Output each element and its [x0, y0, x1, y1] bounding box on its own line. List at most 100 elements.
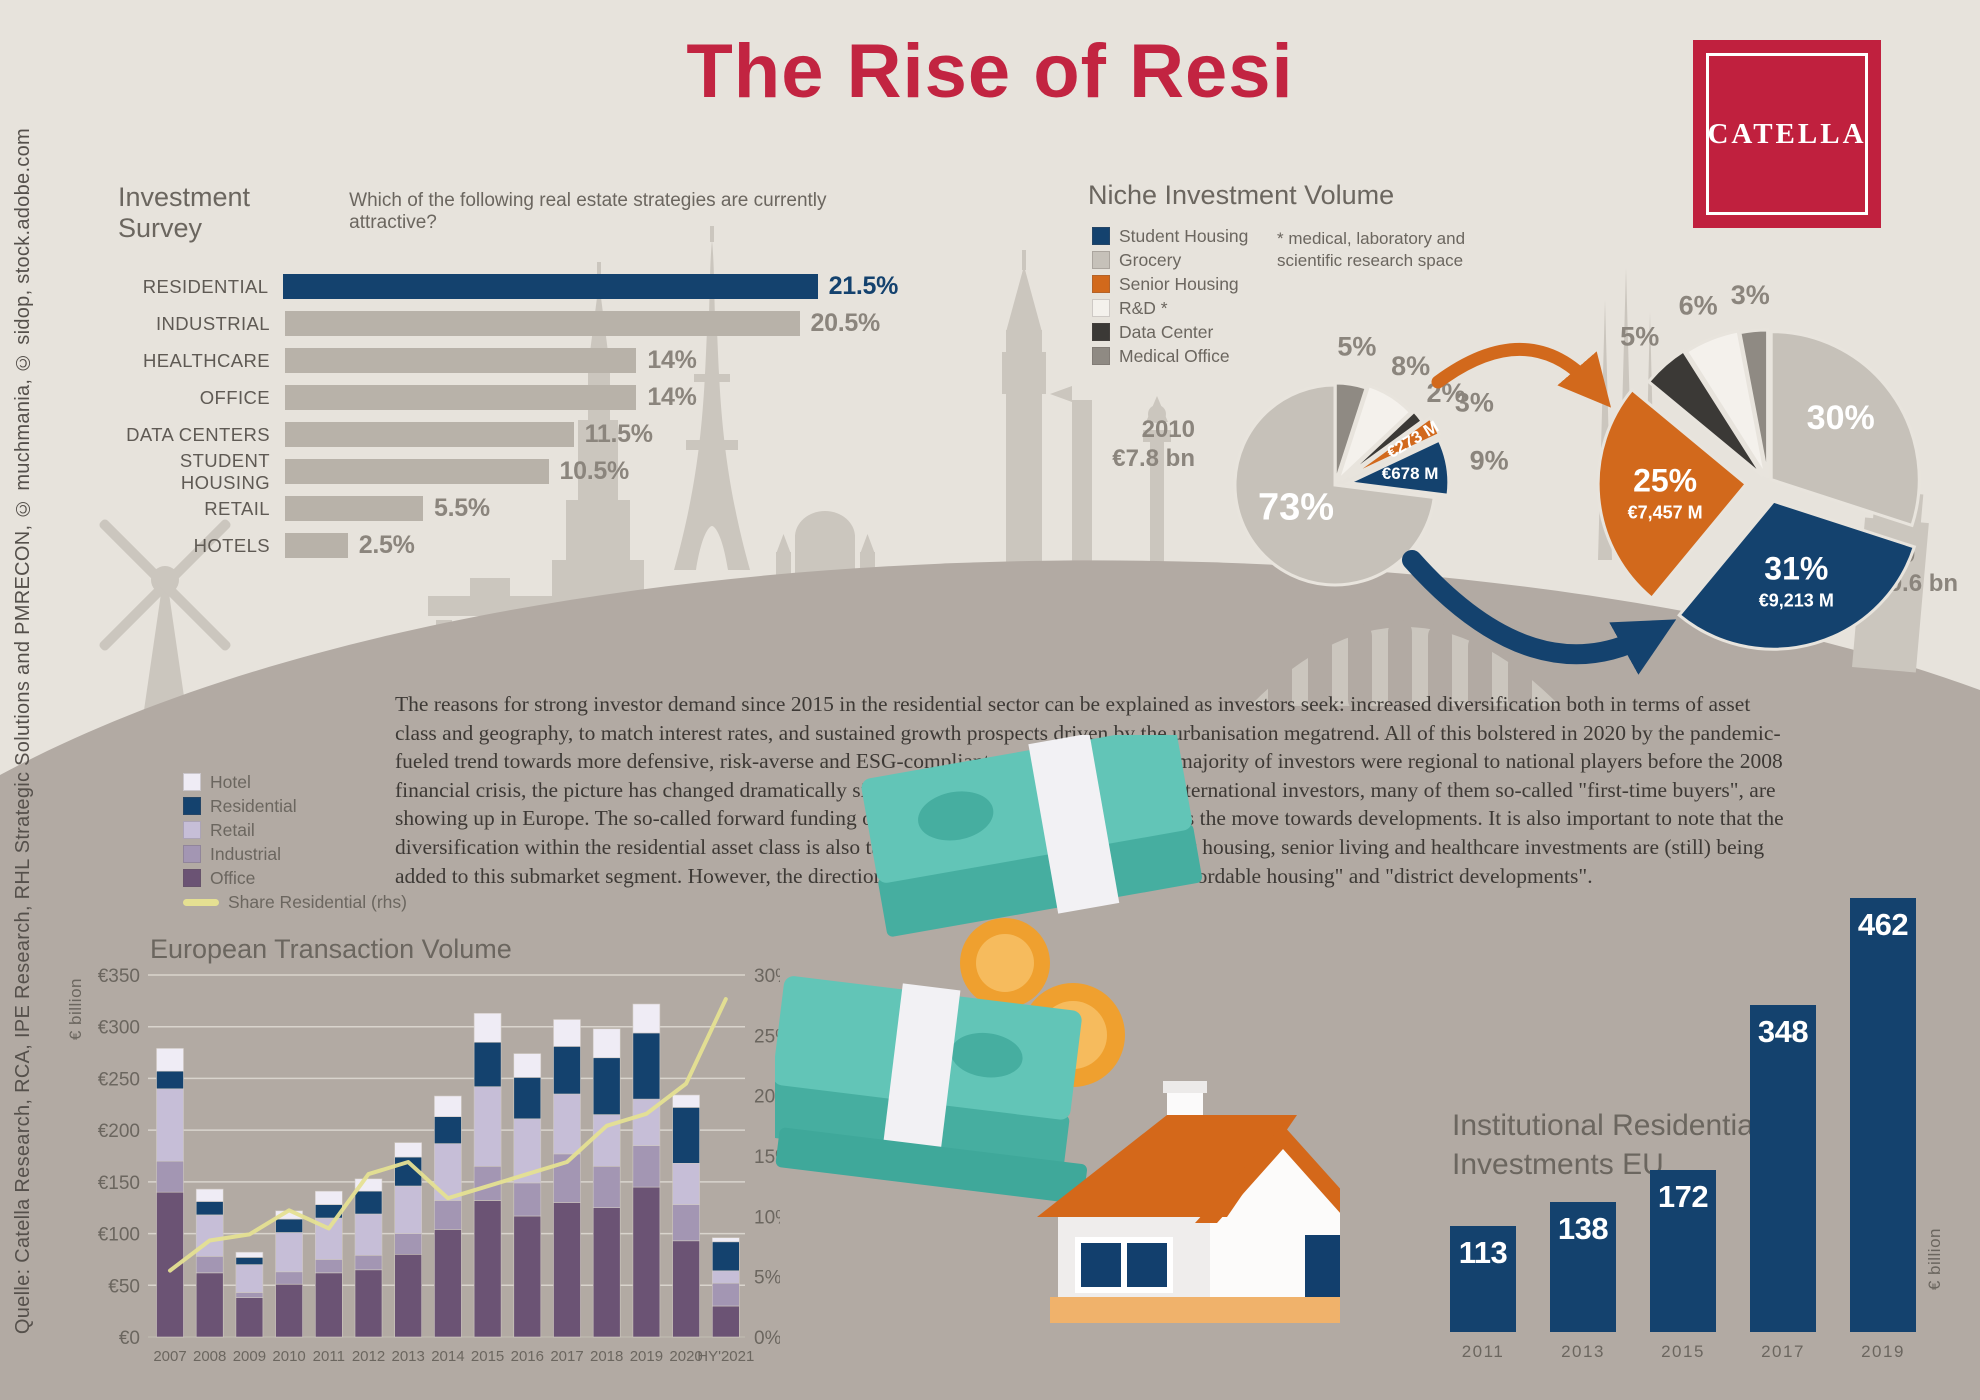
pie-pct-label: 9% [1470, 446, 1509, 476]
stacked-bar-segment-hotel [434, 1095, 462, 1118]
survey-row-residential: RESIDENTIAL 21.5% [118, 268, 899, 305]
stacked-bar-segment-office [235, 1297, 264, 1338]
legend-item-share-residential-rhs: Share Residential (rhs) [183, 890, 407, 914]
stacked-bar-segment-office [513, 1215, 542, 1338]
body-paragraph: The reasons for strong investor demand s… [395, 692, 1784, 888]
stacked-bar-segment-residential [632, 1032, 661, 1100]
legend-swatch [1092, 251, 1110, 269]
pie-2010-label: 2010 €7.8 bn [1050, 415, 1195, 473]
house-door [1305, 1235, 1340, 1297]
euro-chart-title: European Transaction Volume [150, 934, 512, 964]
niche-heading: Niche Investment Volume [1088, 180, 1395, 210]
student-housing-arrow-icon [1402, 550, 1677, 675]
stacked-bar-segment-office [434, 1229, 462, 1338]
stacked-bar-segment-hotel [156, 1048, 184, 1072]
pie-2010-total: €7.8 bn [1112, 445, 1195, 472]
pie-slice-r-d [1336, 383, 1413, 482]
survey-value-label: 14% [647, 346, 697, 374]
stacked-bar-segment-retail [473, 1086, 502, 1167]
pie-value-label: €9,213 M [1759, 590, 1834, 610]
survey-row-office: OFFICE 14% [118, 379, 898, 416]
stacked-bar-segment-hotel [235, 1251, 264, 1258]
house-icon [1037, 1081, 1340, 1323]
institutional-bar-2015: 172 [1650, 1170, 1716, 1332]
survey-row-student-housing: STUDENT HOUSING 10.5% [118, 450, 898, 493]
institutional-value-label: 138 [1557, 1211, 1609, 1247]
pie-value-label: €7,457 M [1628, 503, 1703, 523]
catella-logo-frame: CATELLA [1706, 53, 1868, 215]
stacked-bar-segment-residential [195, 1201, 224, 1216]
legend-item-hotel: Hotel [183, 770, 407, 794]
stacked-bar-segment-retail [156, 1088, 184, 1162]
niche-pie-2020: 30% 31% €9,213 M 25% €7,457 M 5% 6% 3% [1596, 280, 1921, 651]
survey-category-label: HEALTHCARE [142, 349, 270, 371]
euro-chart-legend: Hotel Residential Retail Industrial Office Sh… [183, 770, 407, 914]
survey-value-label: 10.5% [559, 457, 630, 485]
y-axis-tick-left: €200 [98, 1121, 140, 1142]
y-axis-tick-left: €300 [98, 1018, 140, 1039]
stacked-bar-segment-industrial [592, 1166, 621, 1209]
stacked-bar-segment-industrial [553, 1153, 581, 1203]
x-axis-tick: 2009 [233, 1348, 266, 1365]
y-axis-tick-left: €50 [108, 1276, 140, 1297]
stacked-bar-segment-office [354, 1269, 383, 1338]
legend-item-office: Office [183, 866, 407, 890]
stacked-bar-segment-retail [672, 1162, 700, 1205]
institutional-year-label: 2015 [1661, 1342, 1705, 1361]
stacked-bar-segment-industrial [354, 1254, 383, 1271]
pie-slice-data-center [1340, 409, 1425, 482]
house-window [1081, 1243, 1121, 1287]
legend-label: Student Housing [1119, 225, 1249, 246]
pie-pct-label: 8% [1391, 351, 1430, 381]
stacked-bar-segment-office [315, 1272, 343, 1338]
survey-category-label: INDUSTRIAL [156, 312, 270, 334]
x-axis-tick: 2017 [550, 1348, 583, 1365]
legend-item-r-d: R&D * [1092, 296, 1248, 320]
money-house-illustration [775, 735, 1340, 1323]
y-axis-tick-left: €150 [98, 1173, 140, 1194]
survey-bar [285, 348, 637, 373]
senior-housing-arrow-icon [1431, 343, 1612, 408]
source-note: Quelle: Catella Research, RCA, IPE Resea… [12, 128, 34, 1335]
niche-pie-2010: 5%8%2%3%€273 M 9%€678 M73% [1233, 332, 1509, 587]
y-axis-tick-left: €0 [119, 1328, 140, 1349]
pie-pct-label: 3% [1455, 388, 1494, 418]
survey-row-industrial: INDUSTRIAL 20.5% [118, 305, 898, 342]
y-axis-tick-right: 30% [754, 966, 780, 987]
legend-label: Medical Office [1119, 345, 1230, 366]
stacked-bar-segment-residential [513, 1077, 542, 1120]
y-axis-tick-right: 20% [754, 1087, 780, 1108]
survey-bar [285, 385, 637, 410]
legend-item-retail: Retail [183, 818, 407, 842]
stacked-bar-segment-hotel [195, 1188, 224, 1202]
stacked-bar-segment-residential [553, 1046, 581, 1095]
institutional-chart-title: Institutional Residential Investments EU [1452, 1109, 1761, 1181]
legend-swatch [183, 773, 201, 791]
legend-line-swatch [183, 898, 219, 906]
institutional-year-label: 2017 [1761, 1342, 1805, 1361]
stacked-bar-segment-industrial [275, 1271, 303, 1285]
stacked-bar-segment-retail [354, 1213, 383, 1256]
institutional-bar-2013: 138 [1550, 1202, 1616, 1332]
institutional-value-label: 348 [1757, 1013, 1809, 1049]
share-residential-line [168, 997, 728, 1273]
legend-label: Grocery [1119, 249, 1182, 270]
stacked-bar-segment-office [592, 1207, 621, 1338]
clock-tower-icon [1002, 250, 1092, 580]
legend-label: Data Center [1119, 321, 1214, 342]
pie-pct-label: 5% [1337, 332, 1376, 362]
institutional-bar-2011: 113 [1450, 1225, 1516, 1332]
investment-survey-question: Which of the following real estate strat… [349, 190, 827, 233]
x-axis-tick: 2011 [313, 1348, 345, 1365]
survey-bar [285, 533, 348, 558]
pie-slice-student-housing [1343, 438, 1451, 497]
stacked-bar-segment-office [711, 1305, 740, 1338]
legend-label: Hotel [210, 771, 251, 792]
stacked-bar-segment-office [553, 1202, 581, 1338]
legend-label: Share Residential (rhs) [228, 891, 407, 912]
survey-value-label: 20.5% [810, 309, 881, 337]
y-axis-tick-right: 25% [754, 1026, 780, 1047]
pie-slice-senior-housing [1596, 387, 1749, 601]
pie-slice-grocery [1769, 330, 1921, 528]
